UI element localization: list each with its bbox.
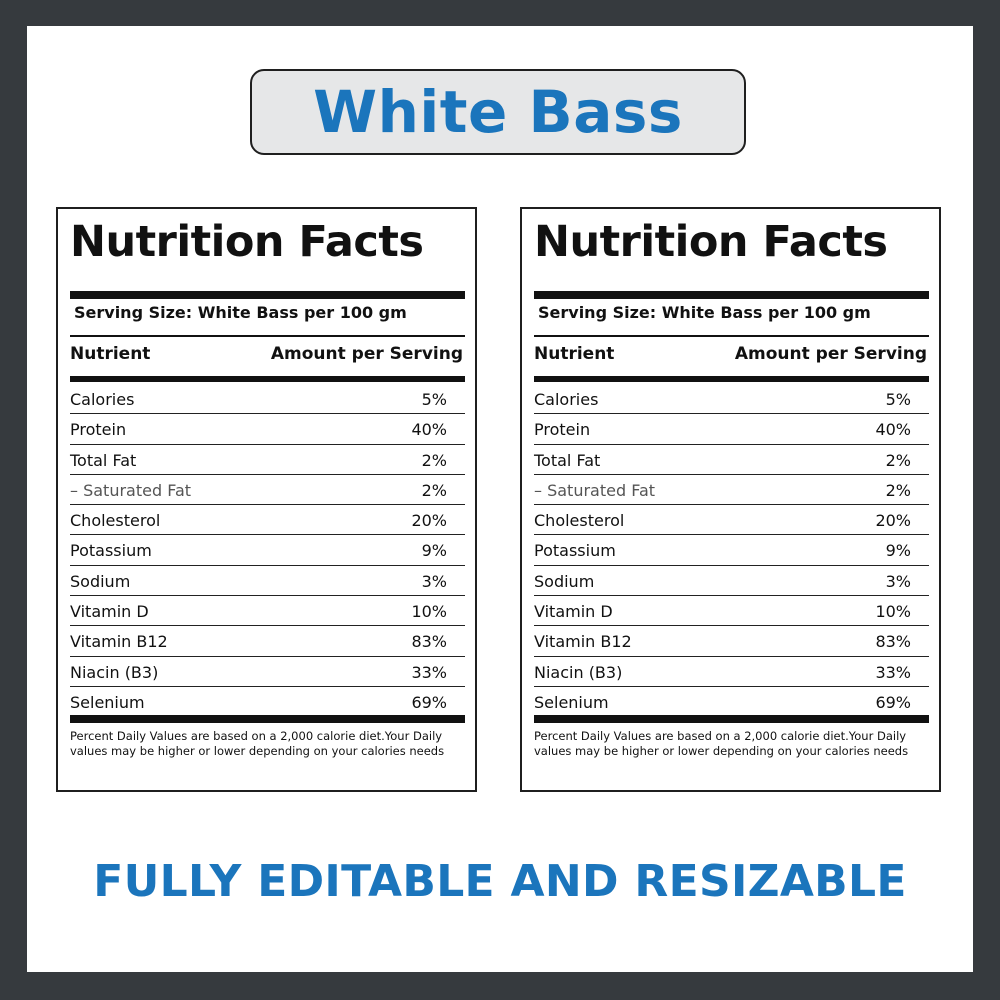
nutrient-name: Protein: [534, 420, 591, 440]
table-row: Sodium 3%: [70, 566, 465, 597]
divider-thin: [534, 335, 929, 337]
serving-size: Serving Size: White Bass per 100 gm: [74, 303, 407, 322]
label-heading: Nutrition Facts: [70, 217, 424, 267]
nutrient-value: 69%: [875, 692, 911, 712]
nutrient-value: 2%: [421, 450, 447, 470]
nutrient-name: Niacin (B3): [534, 662, 623, 682]
table-row: – Saturated Fat 2%: [70, 475, 465, 506]
divider-thick: [70, 715, 465, 723]
table-row: Selenium 69%: [534, 687, 929, 717]
nutrient-value: 9%: [421, 541, 447, 561]
table-row: Potassium 9%: [534, 535, 929, 566]
nutrient-name: Calories: [534, 390, 599, 409]
nutrient-name: Total Fat: [70, 450, 137, 470]
nutrient-name: Sodium: [70, 571, 131, 591]
nutrient-value: 20%: [875, 511, 911, 531]
nutrient-name: Selenium: [70, 692, 145, 712]
nutrient-value: 10%: [411, 602, 447, 622]
nutrient-value: 2%: [885, 480, 911, 500]
table-row: Cholesterol 20%: [70, 505, 465, 536]
nutrient-value: 83%: [875, 632, 911, 652]
divider-thick: [70, 291, 465, 299]
nutrient-value: 33%: [411, 662, 447, 682]
nutrient-name: Cholesterol: [70, 511, 161, 531]
nutrient-value: 3%: [885, 571, 911, 591]
table-row: Protein 40%: [70, 414, 465, 445]
nutrient-value: 2%: [421, 480, 447, 500]
table-row: Vitamin D 10%: [534, 596, 929, 627]
nutrient-name: Vitamin D: [534, 602, 613, 622]
column-header-amount: Amount per Serving: [270, 344, 463, 364]
nutrient-value: 40%: [411, 420, 447, 440]
nutrient-name: – Saturated Fat: [70, 480, 192, 500]
divider-thick: [534, 291, 929, 299]
canvas: White Bass Nutrition Facts Serving Size:…: [27, 26, 973, 972]
nutrient-value: 3%: [421, 571, 447, 591]
table-row: Potassium 9%: [70, 535, 465, 566]
divider-thick: [534, 376, 929, 382]
nutrient-name: Vitamin B12: [534, 632, 632, 652]
nutrient-name: Protein: [70, 420, 127, 440]
nutrition-label-left: Nutrition Facts Serving Size: White Bass…: [56, 207, 477, 792]
column-header-nutrient: Nutrient: [534, 344, 615, 364]
column-header-amount: Amount per Serving: [734, 344, 927, 364]
footer-banner: FULLY EDITABLE AND RESIZABLE: [93, 856, 907, 907]
nutrient-value: 40%: [875, 420, 911, 440]
nutrient-name: Sodium: [534, 571, 595, 591]
table-row: Calories 5%: [70, 384, 465, 415]
nutrient-value: 9%: [885, 541, 911, 561]
column-header-nutrient: Nutrient: [70, 344, 151, 364]
divider-thin: [70, 335, 465, 337]
nutrient-value: 5%: [885, 390, 911, 409]
nutrient-name: Calories: [70, 390, 135, 409]
table-row: Selenium 69%: [70, 687, 465, 717]
table-row: Vitamin B12 83%: [534, 626, 929, 657]
nutrient-name: – Saturated Fat: [534, 480, 656, 500]
nutrient-name: Potassium: [70, 541, 152, 561]
page-title: White Bass: [313, 78, 683, 146]
footnote: Percent Daily Values are based on a 2,00…: [534, 729, 909, 758]
nutrient-table: Calories 5% Protein 40% Total Fat 2% – Satu…: [70, 384, 465, 717]
nutrient-table: Calories 5% Protein 40% Total Fat 2% – Satu…: [534, 384, 929, 717]
nutrient-name: Selenium: [534, 692, 609, 712]
nutrient-value: 33%: [875, 662, 911, 682]
table-row: Vitamin B12 83%: [70, 626, 465, 657]
nutrient-name: Total Fat: [534, 450, 601, 470]
table-row: Niacin (B3) 33%: [70, 657, 465, 687]
nutrient-value: 20%: [411, 511, 447, 531]
label-heading: Nutrition Facts: [534, 217, 888, 267]
table-row: Calories 5%: [534, 384, 929, 415]
divider-thick: [70, 376, 465, 382]
title-box: White Bass: [250, 69, 746, 155]
footnote: Percent Daily Values are based on a 2,00…: [70, 729, 445, 758]
table-row: Vitamin D 10%: [70, 596, 465, 627]
table-row: Cholesterol 20%: [534, 505, 929, 536]
table-row: Sodium 3%: [534, 566, 929, 597]
nutrition-label-right: Nutrition Facts Serving Size: White Bass…: [520, 207, 941, 792]
nutrient-value: 10%: [875, 602, 911, 622]
table-row: Total Fat 2%: [534, 445, 929, 475]
divider-thick: [534, 715, 929, 723]
nutrient-name: Potassium: [534, 541, 616, 561]
serving-size: Serving Size: White Bass per 100 gm: [538, 303, 871, 322]
nutrient-value: 69%: [411, 692, 447, 712]
table-row: Niacin (B3) 33%: [534, 657, 929, 687]
table-row: Total Fat 2%: [70, 445, 465, 475]
nutrient-name: Cholesterol: [534, 511, 625, 531]
nutrient-name: Niacin (B3): [70, 662, 159, 682]
nutrient-value: 2%: [885, 450, 911, 470]
nutrient-name: Vitamin D: [70, 602, 149, 622]
nutrient-name: Vitamin B12: [70, 632, 168, 652]
nutrient-value: 5%: [421, 390, 447, 409]
table-row: – Saturated Fat 2%: [534, 475, 929, 506]
table-row: Protein 40%: [534, 414, 929, 445]
nutrient-value: 83%: [411, 632, 447, 652]
